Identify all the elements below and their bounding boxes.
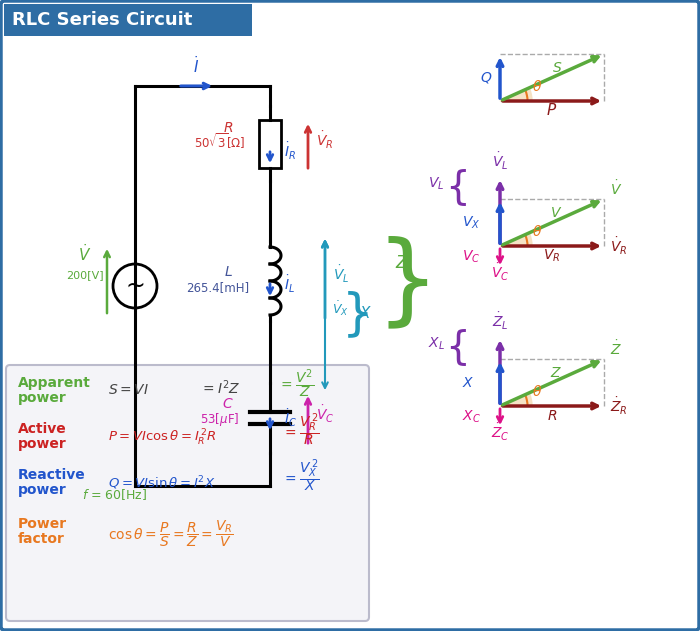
Bar [259,119,281,167]
Text: $\cos\theta = \dfrac{P}{S} = \dfrac{R}{Z} = \dfrac{V_R}{V}$: $\cos\theta = \dfrac{P}{S} = \dfrac{R}{Z… [108,518,234,549]
Text: }: } [342,290,374,338]
Text: $\dot{V}_C$: $\dot{V}_C$ [316,404,335,425]
Text: $\dot{V}_L$: $\dot{V}_L$ [492,151,508,172]
Text: $\dot{V}_L$: $\dot{V}_L$ [333,264,349,285]
Text: $V_R$: $V_R$ [543,248,561,264]
Text: $\dot{Z}$: $\dot{Z}$ [610,339,622,358]
Text: $\dot{V}_C$: $\dot{V}_C$ [491,262,509,283]
Text: $\dot{I}_L$: $\dot{I}_L$ [284,274,295,295]
Wedge shape [500,393,532,406]
Text: Apparent: Apparent [18,376,91,390]
Text: power: power [18,437,66,451]
Text: $\dot{V}$: $\dot{V}$ [610,179,622,198]
Text: $=\dfrac{V_R^{\,2}}{R}$: $=\dfrac{V_R^{\,2}}{R}$ [282,411,320,448]
Text: X: X [360,307,370,322]
Text: $\dot{Z}$: $\dot{Z}$ [395,249,409,273]
Text: 200[V]: 200[V] [66,270,104,280]
Text: Active: Active [18,422,66,436]
Text: $R$: $R$ [223,121,233,135]
Text: $\dot{I}$: $\dot{I}$ [193,55,199,76]
Text: $L$: $L$ [223,265,232,279]
Text: $X_C$: $X_C$ [462,409,481,425]
Text: $\dot{Z}_R$: $\dot{Z}_R$ [610,396,628,416]
Text: $\dot{I}_R$: $\dot{I}_R$ [284,141,296,162]
Text: $C$: $C$ [222,397,234,411]
Text: $X$: $X$ [462,375,475,389]
Text: ~: ~ [125,274,145,298]
Text: 265.4[mH]: 265.4[mH] [186,281,250,294]
Text: $V_L$: $V_L$ [428,175,444,192]
Text: $S$: $S$ [552,61,562,75]
Text: 53[$\mu$F]: 53[$\mu$F] [200,411,239,428]
Wedge shape [500,233,532,246]
Text: $\theta$: $\theta$ [532,79,542,94]
Text: $\dot{V}$: $\dot{V}$ [78,243,92,264]
Text: $\dot{Z}_C$: $\dot{Z}_C$ [491,422,510,444]
Text: $\dot{Z}_L$: $\dot{Z}_L$ [491,310,508,332]
Wedge shape [500,88,532,101]
Text: $Q = VI\sin\theta = I^2X$: $Q = VI\sin\theta = I^2X$ [108,475,216,492]
Text: $=\dfrac{V_X^{\,2}}{X}$: $=\dfrac{V_X^{\,2}}{X}$ [282,457,320,493]
Text: $R$: $R$ [547,409,557,423]
Text: $\dot{V}_X$: $\dot{V}_X$ [332,300,349,318]
Text: $50\sqrt{3}[\Omega]$: $50\sqrt{3}[\Omega]$ [195,131,246,151]
Text: $X_L$: $X_L$ [428,336,445,352]
FancyBboxPatch shape [6,365,369,621]
Text: $P$: $P$ [547,102,558,118]
Text: $=\dfrac{V^2}{Z}$: $=\dfrac{V^2}{Z}$ [278,367,314,399]
FancyBboxPatch shape [4,4,252,36]
Text: $Q$: $Q$ [480,70,492,85]
Text: $\theta$: $\theta$ [532,384,542,399]
Text: power: power [18,391,66,405]
Text: }: } [375,235,439,333]
Text: $\dot{V}_R$: $\dot{V}_R$ [610,235,627,257]
Text: $P = VI\cos\theta = I_R^{\,2}R$: $P = VI\cos\theta = I_R^{\,2}R$ [108,428,216,448]
Text: $V$: $V$ [550,206,562,220]
Text: $S = VI$: $S = VI$ [108,383,149,397]
Text: Reactive: Reactive [18,468,85,482]
Text: $\dot{I}_C$: $\dot{I}_C$ [284,408,297,430]
Text: power: power [18,483,66,497]
Text: factor: factor [18,532,65,546]
Text: $= I^2Z$: $= I^2Z$ [200,379,240,397]
Text: {: { [445,168,470,206]
Text: {: { [445,328,470,366]
Text: Power: Power [18,517,67,531]
Text: $f$ = 60[Hz]: $f$ = 60[Hz] [83,488,148,502]
Text: $\dot{V}_R$: $\dot{V}_R$ [316,131,333,151]
Text: $V_X$: $V_X$ [462,215,480,231]
Text: $V_C$: $V_C$ [462,249,480,265]
Text: RLC Series Circuit: RLC Series Circuit [12,11,192,29]
Text: $Z$: $Z$ [550,366,562,380]
FancyBboxPatch shape [67,479,163,511]
Text: $\theta$: $\theta$ [532,224,542,239]
